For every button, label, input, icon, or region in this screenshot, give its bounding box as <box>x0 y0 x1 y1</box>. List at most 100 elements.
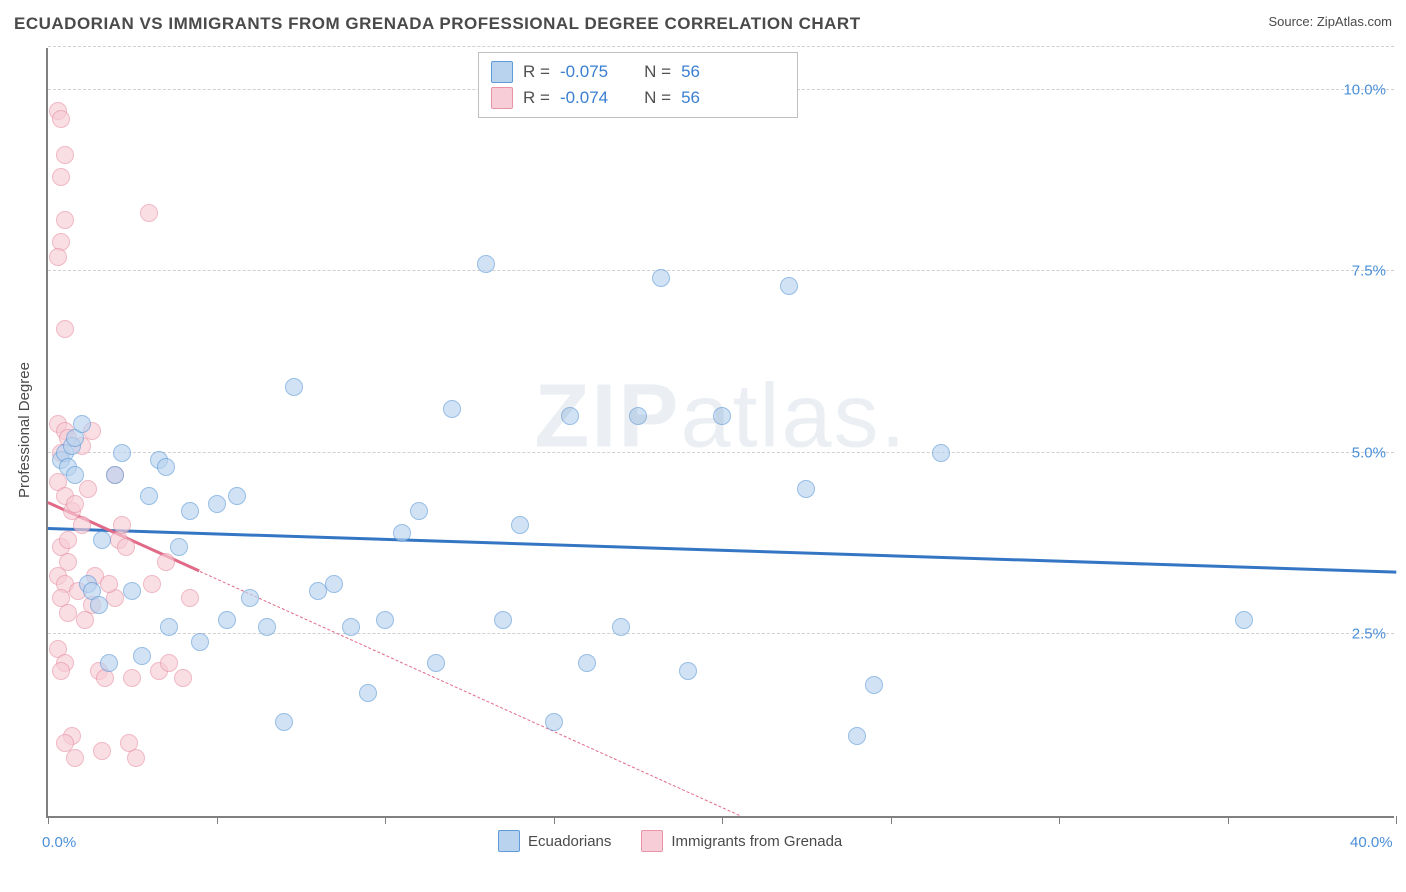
data-point-series-0 <box>629 407 647 425</box>
data-point-series-1 <box>143 575 161 593</box>
data-point-series-0 <box>218 611 236 629</box>
data-point-series-1 <box>76 611 94 629</box>
y-axis-label: Professional Degree <box>16 362 33 498</box>
data-point-series-0 <box>325 575 343 593</box>
gridline <box>48 452 1394 453</box>
data-point-series-0 <box>285 378 303 396</box>
data-point-series-0 <box>393 524 411 542</box>
legend: Ecuadorians Immigrants from Grenada <box>498 830 842 852</box>
data-point-series-1 <box>52 168 70 186</box>
data-point-series-1 <box>56 146 74 164</box>
gridline <box>48 633 1394 634</box>
data-point-series-0 <box>494 611 512 629</box>
data-point-series-0 <box>511 516 529 534</box>
scatter-plot-area: ZIPatlas. R = -0.075 N = 56 R = -0.074 N… <box>46 48 1394 818</box>
x-tick <box>1396 816 1397 824</box>
data-point-series-1 <box>181 589 199 607</box>
data-point-series-1 <box>56 211 74 229</box>
correlation-stats-box: R = -0.075 N = 56 R = -0.074 N = 56 <box>478 52 798 118</box>
data-point-series-0 <box>797 480 815 498</box>
data-point-series-0 <box>561 407 579 425</box>
n-value: 56 <box>681 62 700 82</box>
gridline <box>48 270 1394 271</box>
r-label: R = <box>523 88 550 108</box>
y-tick-label: 10.0% <box>1343 81 1386 98</box>
chart-title: ECUADORIAN VS IMMIGRANTS FROM GRENADA PR… <box>14 14 861 34</box>
stats-row-series-0: R = -0.075 N = 56 <box>491 59 785 85</box>
data-point-series-0 <box>90 596 108 614</box>
source-attribution: Source: ZipAtlas.com <box>1268 14 1392 29</box>
data-point-series-1 <box>100 575 118 593</box>
data-point-series-0 <box>848 727 866 745</box>
data-point-series-1 <box>157 553 175 571</box>
data-point-series-0 <box>133 647 151 665</box>
y-tick-label: 5.0% <box>1352 444 1386 461</box>
data-point-series-0 <box>258 618 276 636</box>
data-point-series-0 <box>191 633 209 651</box>
data-point-series-0 <box>1235 611 1253 629</box>
n-value: 56 <box>681 88 700 108</box>
data-point-series-0 <box>359 684 377 702</box>
x-axis-end-label: 40.0% <box>1350 834 1393 851</box>
data-point-series-1 <box>113 516 131 534</box>
x-tick <box>891 816 892 824</box>
data-point-series-0 <box>376 611 394 629</box>
data-point-series-0 <box>157 458 175 476</box>
data-point-series-0 <box>612 618 630 636</box>
data-point-series-1 <box>52 110 70 128</box>
n-label: N = <box>644 88 671 108</box>
legend-item-series-0: Ecuadorians <box>498 830 611 852</box>
data-point-series-1 <box>93 742 111 760</box>
swatch-icon <box>498 830 520 852</box>
legend-label: Immigrants from Grenada <box>671 833 842 850</box>
data-point-series-1 <box>117 538 135 556</box>
data-point-series-0 <box>100 654 118 672</box>
data-point-series-0 <box>93 531 111 549</box>
data-point-series-0 <box>275 713 293 731</box>
data-point-series-0 <box>932 444 950 462</box>
r-value: -0.074 <box>560 88 608 108</box>
data-point-series-1 <box>123 669 141 687</box>
data-point-series-1 <box>160 654 178 672</box>
data-point-series-0 <box>545 713 563 731</box>
data-point-series-0 <box>443 400 461 418</box>
data-point-series-0 <box>578 654 596 672</box>
data-point-series-0 <box>106 466 124 484</box>
stats-row-series-1: R = -0.074 N = 56 <box>491 85 785 111</box>
x-tick <box>554 816 555 824</box>
data-point-series-0 <box>123 582 141 600</box>
data-point-series-0 <box>73 415 91 433</box>
legend-label: Ecuadorians <box>528 833 611 850</box>
x-tick <box>385 816 386 824</box>
x-axis-start-label: 0.0% <box>42 834 76 851</box>
r-label: R = <box>523 62 550 82</box>
r-value: -0.075 <box>560 62 608 82</box>
trendline-series-0 <box>48 527 1396 573</box>
data-point-series-1 <box>52 662 70 680</box>
swatch-icon <box>491 61 513 83</box>
data-point-series-1 <box>56 320 74 338</box>
data-point-series-1 <box>66 749 84 767</box>
data-point-series-1 <box>174 669 192 687</box>
x-tick <box>48 816 49 824</box>
data-point-series-0 <box>208 495 226 513</box>
data-point-series-0 <box>342 618 360 636</box>
data-point-series-0 <box>113 444 131 462</box>
y-tick-label: 7.5% <box>1352 263 1386 280</box>
data-point-series-1 <box>73 516 91 534</box>
data-point-series-1 <box>66 495 84 513</box>
data-point-series-0 <box>410 502 428 520</box>
y-tick-label: 2.5% <box>1352 626 1386 643</box>
data-point-series-0 <box>160 618 178 636</box>
data-point-series-1 <box>59 604 77 622</box>
x-tick <box>722 816 723 824</box>
data-point-series-0 <box>309 582 327 600</box>
data-point-series-0 <box>477 255 495 273</box>
x-tick <box>1059 816 1060 824</box>
gridline <box>48 46 1394 47</box>
data-point-series-1 <box>79 480 97 498</box>
data-point-series-0 <box>140 487 158 505</box>
data-point-series-0 <box>713 407 731 425</box>
data-point-series-0 <box>241 589 259 607</box>
trendline-extrapolation-series-1 <box>199 571 739 816</box>
